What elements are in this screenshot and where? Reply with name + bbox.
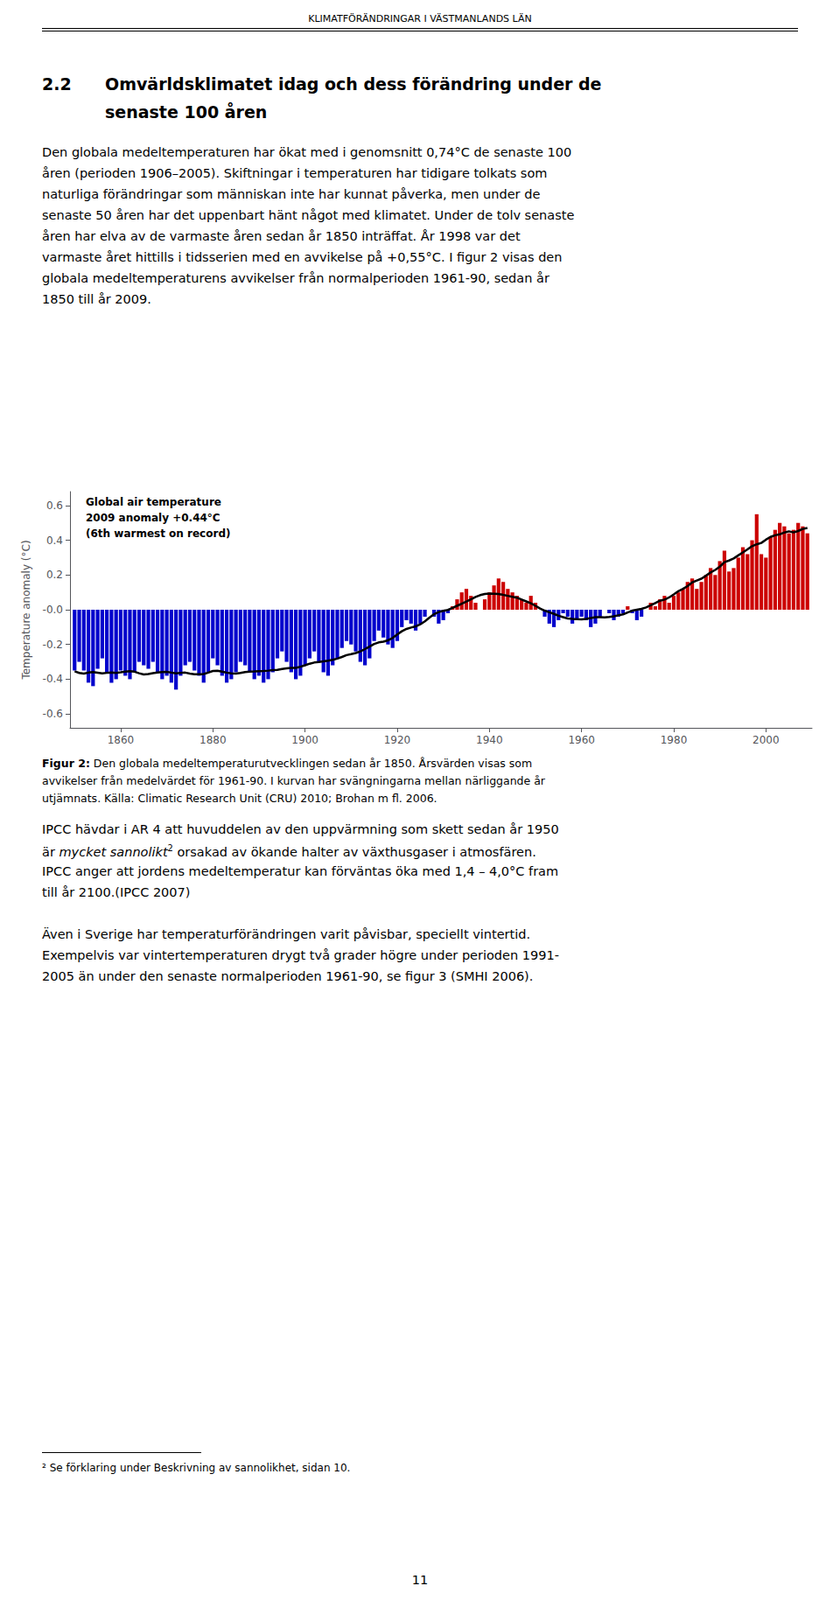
svg-text:-0.0: -0.0 (42, 603, 63, 616)
html-text:Även i Sverige har temperaturf: Även i Sverige har temperaturförändringe… (42, 927, 531, 942)
html-text:KLIMATFÖRÄNDRINGAR I VÄSTMANLA: KLIMATFÖRÄNDRINGAR I VÄSTMANLANDS LÄN (308, 13, 532, 25)
svg-text:1960: 1960 (567, 734, 595, 747)
svg-text:(6th warmest on record): (6th warmest on record) (85, 527, 231, 540)
html-text:till år 2100.(IPCC 2007): till år 2100.(IPCC 2007) (42, 885, 191, 900)
html-text:Den globala medeltemperaturen: Den globala medeltemperaturen har ökat m… (42, 145, 572, 160)
html-text:Exempelvis var vintertemperatu: Exempelvis var vintertemperaturen drygt … (42, 948, 560, 963)
html-text:IPCC anger att jordens medelte: IPCC anger att jordens medeltemperatur k… (42, 864, 559, 879)
svg-text:1880: 1880 (199, 734, 227, 747)
html-text:åren har elva av de varmaste å: åren har elva av de varmaste åren sedan … (42, 229, 521, 244)
svg-text:2009 anomaly +0.44°C: 2009 anomaly +0.44°C (85, 511, 221, 525)
html-text:1850 till år 2009.: 1850 till år 2009. (42, 292, 152, 307)
html-text:senaste 100 åren: senaste 100 åren (105, 102, 268, 122)
html-text:senaste 50 åren har det uppenb: senaste 50 åren har det uppenbart hänt n… (42, 208, 575, 223)
html-text:11: 11 (411, 1573, 429, 1588)
svg-text:-0.4: -0.4 (42, 672, 63, 686)
svg-text:-0.2: -0.2 (42, 638, 63, 651)
html-text:utjämnats. Källa: Climatic Res: utjämnats. Källa: Climatic Research Unit… (42, 791, 438, 805)
html-text:är mycket sannolikt2orsakad av: är mycket sannolikt2orsakad av ökande ha… (42, 843, 537, 860)
html-text:2.2: 2.2 (42, 74, 72, 94)
svg-text:1980: 1980 (660, 734, 688, 747)
svg-text:0.6: 0.6 (46, 499, 63, 512)
svg-text:Global air temperature: Global air temperature (85, 496, 222, 509)
html-text:varmaste året hittills i tidss: varmaste året hittills i tidsserien med … (42, 250, 563, 265)
svg-text:1900: 1900 (291, 734, 319, 747)
html-text:åren (perioden 1906–2005). Ski: åren (perioden 1906–2005). Skiftningar i… (42, 166, 548, 181)
html-text:Figur 2: Den globala medeltemp: Figur 2: Den globala medeltemperaturutve… (42, 756, 533, 770)
svg-text:1940: 1940 (476, 734, 504, 747)
html-text:naturliga förändringar som män: naturliga förändringar som människan int… (42, 187, 541, 202)
html-text:IPCC hävdar i AR 4 att huvudde: IPCC hävdar i AR 4 att huvuddelen av den… (42, 822, 559, 837)
html-text:globala medeltemperaturens avv: globala medeltemperaturens avvikelser fr… (42, 271, 550, 286)
html-text:2005 än under den senaste norm: 2005 än under den senaste normalperioden… (42, 969, 534, 984)
html-text:Omvärldsklimatet idag och dess: Omvärldsklimatet idag och dess förändrin… (105, 74, 602, 94)
svg-text:1860: 1860 (107, 734, 135, 747)
svg-text:-0.6: -0.6 (42, 707, 63, 721)
html-text:avvikelser från medelvärdet fö: avvikelser från medelvärdet för 1961-90.… (42, 774, 546, 788)
html-text:² Se förklaring under Beskrivn: ² Se förklaring under Beskrivning av san… (42, 1462, 351, 1475)
svg-text:2000: 2000 (752, 734, 780, 747)
svg-text:1920: 1920 (384, 734, 412, 747)
svg-text:0.2: 0.2 (46, 568, 63, 581)
svg-text:0.4: 0.4 (46, 534, 63, 547)
svg-text:Temperature anomaly (°C): Temperature anomaly (°C) (20, 539, 33, 680)
